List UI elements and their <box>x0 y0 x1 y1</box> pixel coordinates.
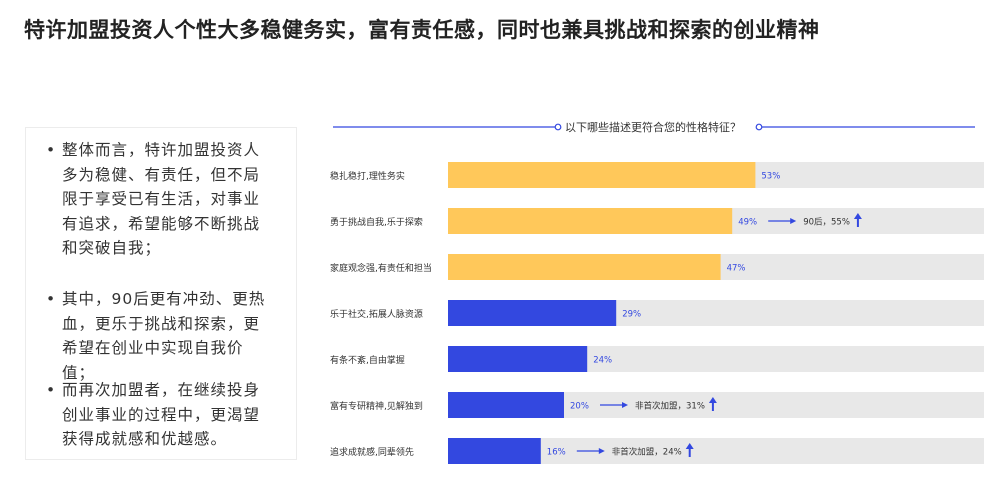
bar-value-label: 53% <box>761 172 780 182</box>
summary-bullet-text: 其中，90后更有冲劲、更热血，更乐于挑战和探索，更希望在创业中实现自我价值； <box>62 290 266 382</box>
bar <box>448 346 588 372</box>
up-arrow-icon <box>685 443 694 449</box>
category-label: 乐于社交,拓展人脉资源 <box>330 308 423 320</box>
category-label: 有条不紊,自由掌握 <box>330 354 405 366</box>
title-rule-circle-left <box>554 123 562 131</box>
category-label: 勇于挑战自我,乐于探索 <box>330 216 423 228</box>
category-label: 家庭观念强,有责任和担当 <box>330 262 432 274</box>
chart-title: 以下哪些描述更符合您的性格特征？ <box>565 120 741 134</box>
bullet-dot-icon: • <box>46 381 57 399</box>
bar <box>448 208 733 234</box>
summary-bullet: • 其中，90后更有冲劲、更热血，更乐于挑战和探索，更希望在创业中实现自我价值； <box>46 287 276 385</box>
summary-bullet-text: 而再次加盟者，在继续投身创业事业的过程中，更渴望获得成就感和优越感。 <box>62 381 261 448</box>
bar-value-label: 49% <box>738 218 757 228</box>
annotation-text: 90后，55% <box>803 217 850 228</box>
bullet-dot-icon: • <box>46 290 57 308</box>
bar-value-label: 29% <box>622 310 641 320</box>
title-rule-circle-right <box>755 123 763 131</box>
summary-box: • 整体而言，特许加盟投资人多为稳健、有责任，但不局限于享受已有生活，对事业有追… <box>25 127 297 460</box>
annotation-text: 非首次加盟，31% <box>635 401 705 412</box>
bar <box>448 392 564 418</box>
up-arrow-icon <box>708 397 717 403</box>
summary-bullet-text: 整体而言，特许加盟投资人多为稳健、有责任，但不局限于享受已有生活，对事业有追求，… <box>62 141 261 257</box>
bar-value-label: 47% <box>727 264 746 274</box>
bar <box>448 438 541 464</box>
summary-bullet: • 整体而言，特许加盟投资人多为稳健、有责任，但不局限于享受已有生活，对事业有追… <box>46 138 276 261</box>
summary-bullet: • 而再次加盟者，在继续投身创业事业的过程中，更渴望获得成就感和优越感。 <box>46 378 276 452</box>
category-label: 富有专研精神,见解独到 <box>330 400 423 412</box>
up-arrow-stem <box>688 448 691 457</box>
bar <box>448 254 721 280</box>
bar-value-label: 24% <box>593 356 612 366</box>
page-title: 特许加盟投资人个性大多稳健务实，富有责任感，同时也兼具挑战和探索的创业精神 <box>24 18 820 42</box>
bar-value-label: 16% <box>547 448 566 458</box>
bar-value-label: 20% <box>570 402 589 412</box>
annotation-text: 非首次加盟，24% <box>612 447 682 458</box>
up-arrow-stem <box>856 218 859 227</box>
up-arrow-icon <box>853 213 862 219</box>
category-label: 追求成就感,同辈领先 <box>330 446 414 458</box>
bar <box>448 300 617 326</box>
bullet-dot-icon: • <box>46 141 57 159</box>
bar <box>448 162 756 188</box>
right-arrow-icon <box>598 448 605 454</box>
right-arrow-icon <box>790 218 797 224</box>
right-arrow-icon <box>622 402 628 408</box>
category-label: 稳扎稳打,理性务实 <box>330 170 405 182</box>
up-arrow-stem <box>711 402 714 411</box>
